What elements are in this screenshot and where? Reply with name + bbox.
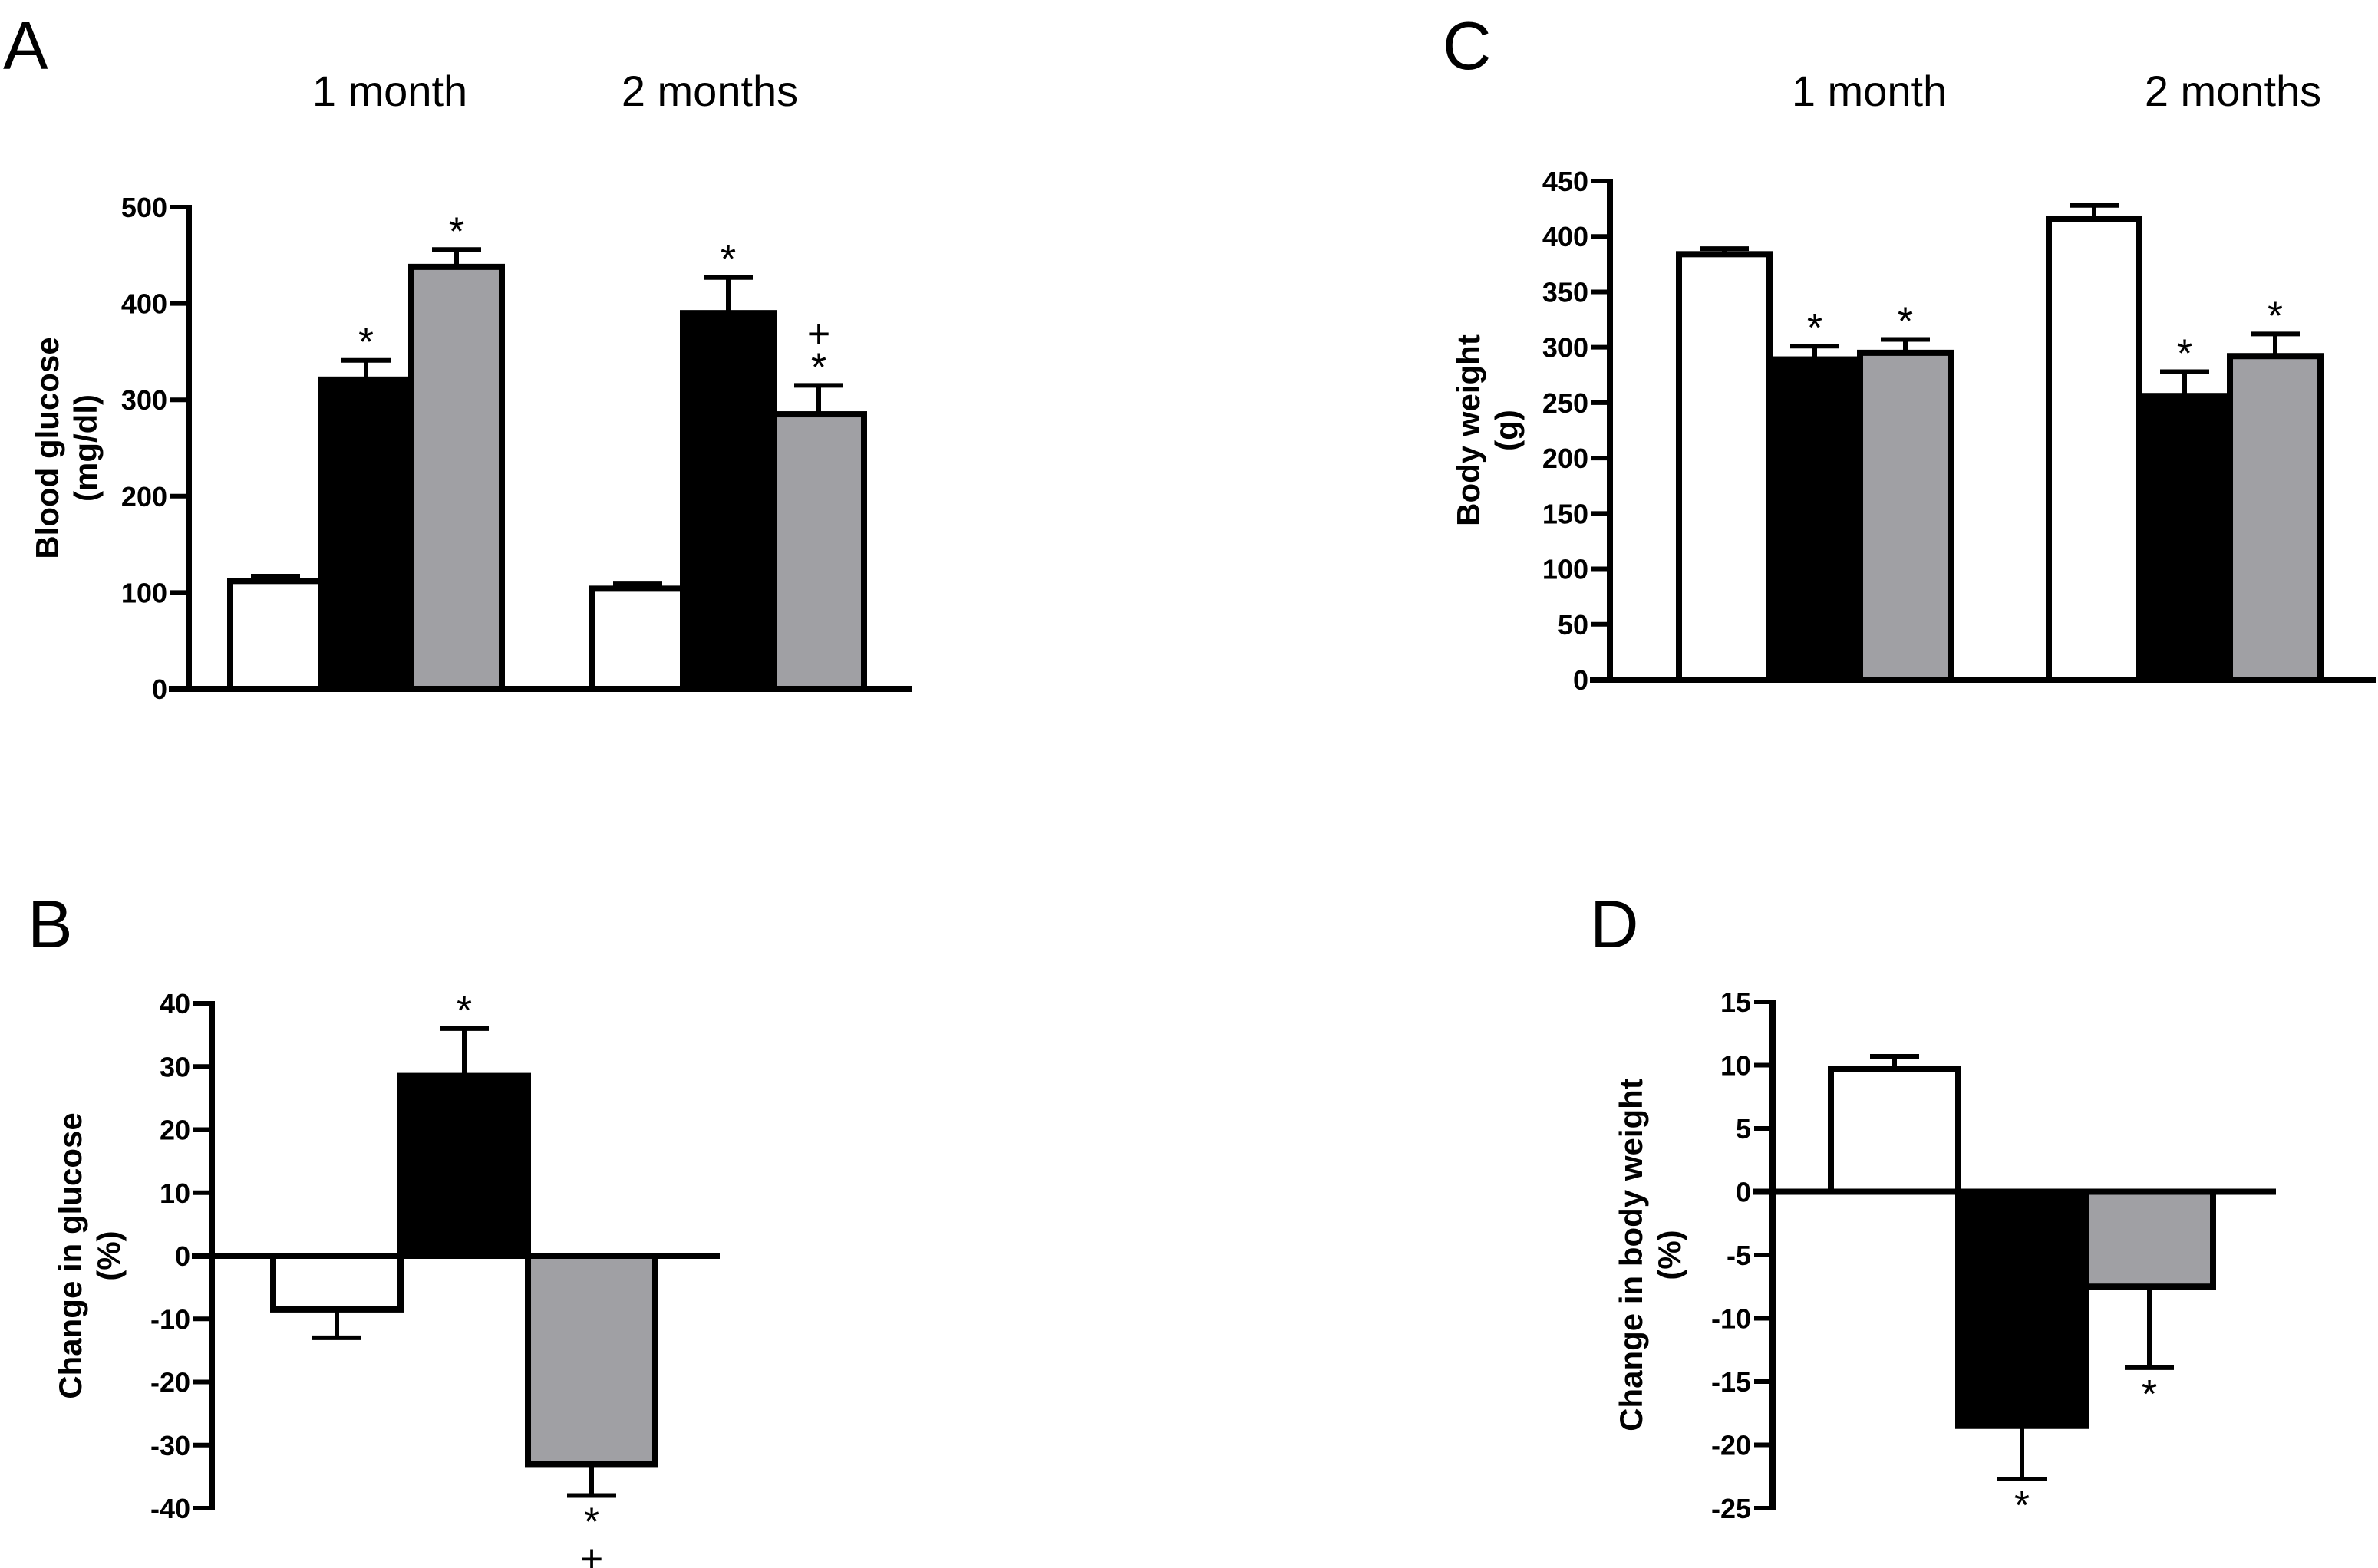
bar-c-3: [2046, 216, 2142, 684]
y-tick-label-c-5: 250: [1542, 387, 1588, 419]
y-tick-label-a-2: 200: [121, 481, 167, 512]
y-tick-label-a-1: 100: [121, 577, 167, 608]
y-tick-label-d-1: -20: [1711, 1430, 1751, 1461]
bar-a-3: [589, 585, 686, 692]
y-tick-label-c-8: 400: [1542, 221, 1588, 252]
bar-a-5: [770, 411, 867, 692]
sig-mark-c-2: *: [1898, 300, 1913, 344]
sig-mark-b-1: *: [457, 989, 472, 1033]
y-tick-label-c-4: 200: [1542, 443, 1588, 474]
y-tick-label-c-9: 450: [1542, 166, 1588, 197]
bar-b-2: [525, 1253, 658, 1468]
group-label-a-0: 1 month: [312, 67, 467, 115]
y-tick-label-c-6: 300: [1542, 332, 1588, 364]
sig-mark-c-1: *: [1807, 306, 1822, 351]
bar-a-0: [227, 578, 324, 692]
bar-d-2: [2083, 1188, 2216, 1290]
y-tick-label-c-7: 350: [1542, 276, 1588, 308]
bar-c-2: [1857, 349, 1954, 683]
y-tick-label-c-2: 100: [1542, 554, 1588, 585]
y-tick-label-a-0: 0: [152, 674, 167, 705]
panel-letter-c: C: [1443, 8, 1492, 84]
group-label-c-1: 2 months: [2145, 67, 2321, 115]
y-tick-label-c-0: 0: [1573, 664, 1588, 696]
panel-letter-a: A: [3, 8, 48, 84]
y-axis-title-d-1: (%): [1651, 1230, 1687, 1280]
y-tick-label-a-5: 500: [121, 192, 167, 223]
bar-c-1: [1766, 356, 1863, 683]
panel-letter-b: B: [28, 886, 73, 962]
y-axis-title-b-0: Change in glucose: [52, 1112, 88, 1398]
sig-mark2-b-2: +: [580, 1537, 603, 1568]
y-axis-title-b-1: (%): [91, 1230, 127, 1280]
bar-c-4: [2136, 393, 2233, 683]
sig-mark-a-5: *: [811, 345, 826, 390]
sig-mark2-a-5: +: [807, 311, 830, 356]
y-tick-label-d-4: -5: [1727, 1240, 1751, 1271]
y-tick-label-d-0: -25: [1711, 1493, 1751, 1524]
y-tick-label-b-6: 20: [160, 1115, 190, 1146]
y-axis-title-d-0: Change in body weight: [1613, 1079, 1649, 1431]
bar-d-0: [1828, 1066, 1961, 1195]
y-axis-title-a-1: (mg/dl): [68, 394, 104, 502]
y-tick-label-b-0: -40: [150, 1493, 190, 1524]
bar-b-0: [270, 1253, 404, 1313]
y-tick-label-a-3: 300: [121, 384, 167, 416]
y-axis-title-c-0: Body weight: [1450, 334, 1486, 526]
y-tick-label-b-2: -20: [150, 1367, 190, 1398]
panel-d: D * * -25 -20 -15 -10 -5 0 5 10 15 Change in body w…: [1590, 886, 2276, 1528]
sig-mark-a-2: *: [449, 209, 464, 254]
y-tick-label-d-5: 0: [1736, 1177, 1751, 1208]
group-label-c-0: 1 month: [1792, 67, 1947, 115]
bar-a-1: [318, 376, 414, 692]
y-tick-label-d-3: -10: [1711, 1303, 1751, 1335]
sig-mark-a-1: *: [358, 321, 374, 365]
group-label-a-1: 2 months: [622, 67, 798, 115]
y-axis-title-a-0: Blood glucose: [29, 337, 65, 558]
y-tick-label-d-7: 10: [1720, 1050, 1751, 1082]
y-tick-label-d-8: 15: [1720, 987, 1751, 1018]
y-tick-label-d-6: 5: [1736, 1113, 1751, 1145]
sig-mark-c-4: *: [2177, 331, 2192, 376]
y-tick-label-b-4: 0: [175, 1240, 190, 1272]
bar-a-4: [680, 310, 777, 692]
bar-c-0: [1676, 251, 1773, 684]
panel-letter-d: D: [1590, 886, 1639, 962]
sig-mark-a-4: *: [721, 238, 736, 282]
sig-mark-d-2: *: [2142, 1372, 2157, 1417]
bar-b-1: [397, 1072, 531, 1260]
y-tick-label-b-5: 10: [160, 1178, 190, 1209]
y-tick-label-a-4: 400: [121, 288, 167, 320]
y-tick-label-b-8: 40: [160, 988, 190, 1020]
y-tick-label-b-7: 30: [160, 1051, 190, 1082]
y-tick-label-c-1: 50: [1558, 609, 1588, 641]
y-tick-label-b-3: -10: [150, 1303, 190, 1335]
y-tick-label-c-3: 150: [1542, 498, 1588, 529]
panel-a: A 1 month 2 months****+0100200300400500Bl…: [3, 8, 912, 705]
y-tick-label-d-2: -15: [1711, 1366, 1751, 1398]
bar-a-2: [408, 263, 505, 692]
sig-mark-d-1: *: [2014, 1484, 2030, 1528]
sig-mark-b-2: *: [584, 1500, 599, 1545]
panel-c: C 1 month 2 months * * * * 0 50 100 150 200 250 300 3…: [1443, 8, 2376, 696]
bar-c-5: [2227, 353, 2324, 683]
y-axis-title-c-1: (g): [1489, 410, 1525, 451]
sig-mark-c-5: *: [2268, 294, 2283, 338]
bar-d-1: [1955, 1188, 2089, 1429]
y-tick-label-b-1: -30: [150, 1430, 190, 1461]
